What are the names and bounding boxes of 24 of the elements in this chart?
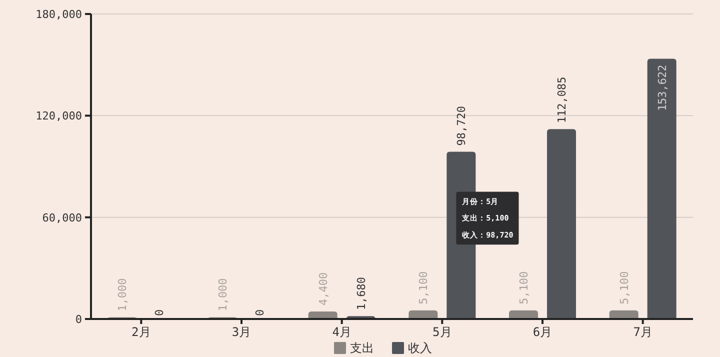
y-tick-label: 0 [75, 313, 82, 326]
x-tick-label: 6月 [532, 325, 552, 339]
legend-label: 收入 [408, 341, 432, 355]
data-label: 1,000 [216, 278, 230, 312]
data-label: 0 [153, 309, 166, 316]
x-tick-label: 4月 [332, 325, 352, 339]
data-label: 0 [254, 309, 266, 316]
data-label: 1,000 [116, 278, 130, 312]
data-label: 98,720 [455, 106, 468, 146]
legend-label: 支出 [350, 341, 374, 355]
data-label: 112,085 [556, 76, 568, 124]
y-tick-label: 120,000 [36, 110, 82, 123]
data-label: 153,622 [656, 64, 669, 112]
x-tick-label: 5月 [432, 325, 452, 339]
data-label: 4,400 [316, 272, 330, 306]
x-tick-label: 3月 [232, 325, 252, 339]
data-label: 5,100 [518, 271, 530, 304]
x-tick-label: 7月 [633, 325, 652, 339]
data-label: 5,100 [417, 271, 430, 304]
y-tick-label: 60,000 [42, 211, 82, 224]
data-label: 5,100 [618, 271, 631, 304]
y-tick-label: 180,000 [36, 8, 82, 21]
x-tick-label: 2月 [132, 325, 151, 339]
data-label: 1,680 [354, 277, 368, 310]
